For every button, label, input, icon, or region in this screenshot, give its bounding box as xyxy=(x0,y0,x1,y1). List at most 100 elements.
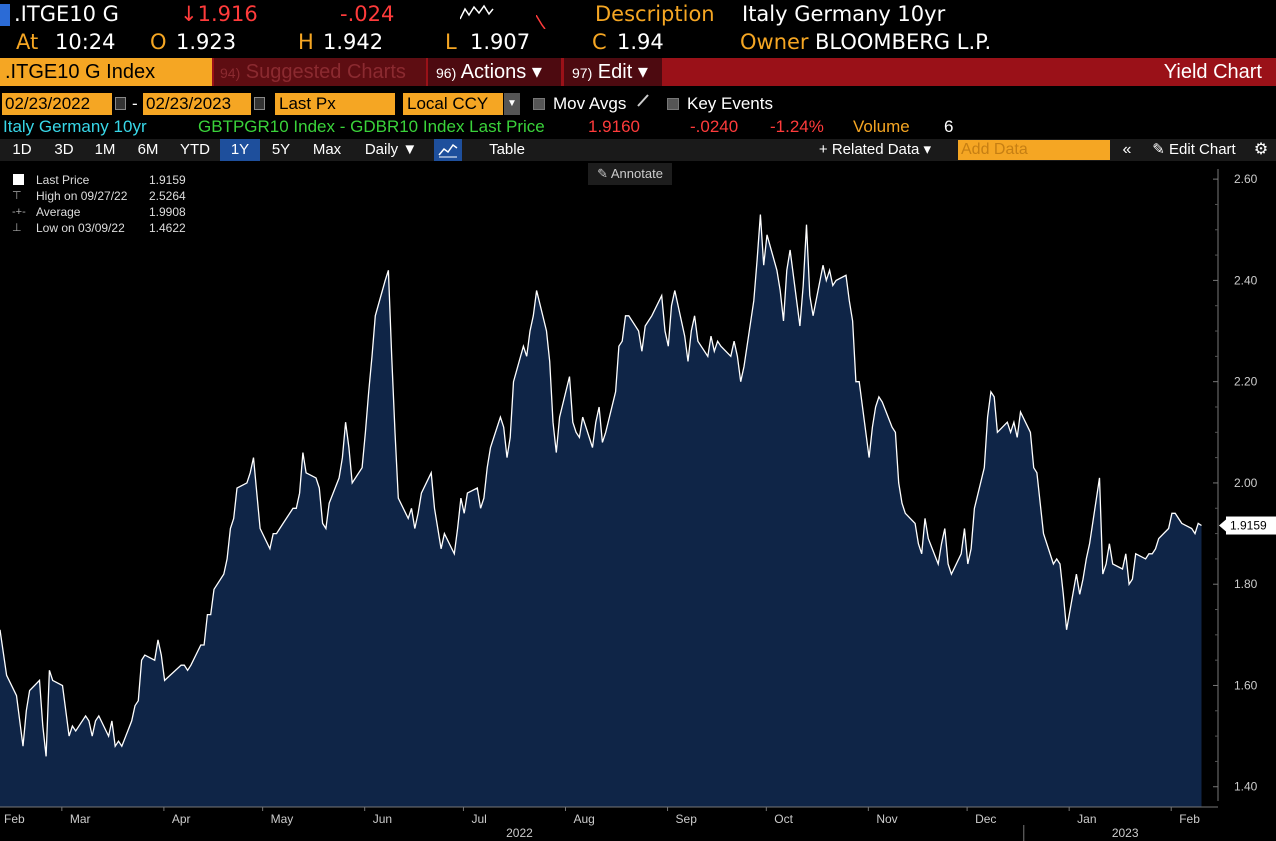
currency-dropdown[interactable]: Local CCY xyxy=(403,93,503,115)
key-events-label: Key Events xyxy=(687,94,773,113)
yield-chart[interactable]: 1.40 1.60 1.80 2.00 2.20 2.40 2.60 Feb Mar Apr Ma… xyxy=(0,161,1276,841)
high-label: H xyxy=(298,30,314,54)
pencil-icon: ✎ xyxy=(1152,141,1165,158)
tab-max[interactable]: Max xyxy=(312,141,342,158)
stat-value: 1.4622 xyxy=(149,221,186,235)
key-events-checkbox[interactable] xyxy=(667,98,679,110)
x-tick-label: Jul xyxy=(471,812,486,826)
stat-value: 1.9159 xyxy=(149,173,186,187)
open-value: 1.923 xyxy=(176,30,237,54)
close-value: 1.94 xyxy=(617,30,664,54)
x-tick-label: Jan xyxy=(1077,812,1096,826)
chevron-down-icon[interactable]: ▼ xyxy=(504,93,520,115)
actions-number: 96) xyxy=(436,65,457,81)
related-data-menu[interactable]: + Related Data ▾ xyxy=(818,141,932,158)
function-toolbar: .ITGE10 G Index 94) Suggested Charts 96)… xyxy=(0,58,1276,86)
x-tick-label: Mar xyxy=(70,812,91,826)
tab-1d[interactable]: 1D xyxy=(12,141,32,158)
x-tick-label: Dec xyxy=(975,812,996,826)
series-name[interactable]: Italy Germany 10yr xyxy=(3,117,147,136)
series-pct-change: -1.24% xyxy=(770,117,824,136)
series-change: -.0240 xyxy=(690,117,739,136)
low-marker-icon: ⊥ xyxy=(12,222,22,234)
tab-6m[interactable]: 6M xyxy=(137,141,159,158)
x-tick-label: May xyxy=(271,812,294,826)
calendar-icon[interactable] xyxy=(254,97,265,110)
security-marker xyxy=(0,4,10,26)
low-value: 1.907 xyxy=(470,30,531,54)
suggested-charts-number: 94) xyxy=(220,65,241,81)
close-label: C xyxy=(592,30,607,54)
suggested-charts-label: Suggested Charts xyxy=(245,61,406,83)
y-tick-label: 2.60 xyxy=(1234,172,1258,186)
high-value: 1.942 xyxy=(323,30,384,54)
period-tab-bar: 1D 3D 1M 6M YTD 1Y 5Y Max Daily ▼ Table … xyxy=(0,139,1276,161)
add-data-input[interactable]: Add Data xyxy=(958,140,1110,160)
y-tick-label: 1.80 xyxy=(1234,577,1258,591)
series-line xyxy=(0,214,1202,757)
tab-1y[interactable]: 1Y xyxy=(220,139,260,161)
y-axis: 1.40 1.60 1.80 2.00 2.20 2.40 2.60 xyxy=(1213,172,1258,794)
tab-5y[interactable]: 5Y xyxy=(271,141,291,158)
net-change: -.024 xyxy=(340,2,395,26)
trend-arrow-icon xyxy=(535,10,546,34)
edit-chart-button[interactable]: ✎ Edit Chart xyxy=(1144,139,1244,161)
pencil-icon[interactable] xyxy=(636,92,650,114)
security-index-box[interactable]: .ITGE10 G Index xyxy=(0,58,212,86)
x-tick-label: Apr xyxy=(172,812,191,826)
collapse-icon[interactable]: « xyxy=(1122,141,1132,158)
edit-number: 97) xyxy=(572,65,593,81)
volume-value: 6 xyxy=(944,117,954,136)
x-axis: Feb Mar Apr May Jun Jul Aug Sep Oct Nov Dec Jan Feb 2… xyxy=(4,807,1200,841)
function-title: Yield Chart xyxy=(1163,61,1262,83)
description-label: Description xyxy=(595,2,715,26)
y-tick-label: 2.00 xyxy=(1234,476,1258,490)
last-value-text: 1.9159 xyxy=(1230,519,1267,533)
quote-header-row-2: At 10:24 O 1.923 H 1.942 L 1.907 C 1.94 … xyxy=(0,28,1276,56)
mov-avgs-checkbox[interactable] xyxy=(533,98,545,110)
actions-label: Actions ▾ xyxy=(460,61,542,83)
table-view-button[interactable]: Table xyxy=(489,141,525,158)
y-tick-label: 1.40 xyxy=(1234,780,1258,794)
tab-ytd[interactable]: YTD xyxy=(180,141,210,158)
stat-value: 2.5264 xyxy=(149,189,186,203)
x-tick-label: Sep xyxy=(676,812,698,826)
end-date-input[interactable]: 02/23/2023 xyxy=(143,93,251,115)
owner-value: BLOOMBERG L.P. xyxy=(815,30,992,54)
chart-view-icon[interactable] xyxy=(434,139,462,161)
x-tick-label: Jun xyxy=(373,812,392,826)
at-label: At xyxy=(16,30,39,54)
y-tick-label: 1.60 xyxy=(1234,678,1258,692)
year-label: 2022 xyxy=(506,826,533,840)
gear-icon[interactable]: ⚙ xyxy=(1253,141,1269,158)
quote-time: 10:24 xyxy=(55,30,116,54)
field-dropdown[interactable]: Last Px xyxy=(275,93,395,115)
stat-label: Last Price xyxy=(36,173,90,187)
ticker[interactable]: .ITGE10 G xyxy=(14,2,119,26)
date-range-separator: - xyxy=(132,94,138,113)
year-label: 2023 xyxy=(1112,826,1139,840)
annotate-button[interactable]: ✎ Annotate xyxy=(588,163,672,185)
tab-3d[interactable]: 3D xyxy=(54,141,74,158)
calendar-icon[interactable] xyxy=(115,97,126,110)
suggested-charts-menu[interactable]: 94) Suggested Charts xyxy=(214,58,426,86)
owner-label: Owner xyxy=(740,30,809,54)
actions-menu[interactable]: 96) Actions ▾ xyxy=(428,58,561,86)
description-value: Italy Germany 10yr xyxy=(742,2,946,26)
stat-label: Low on 03/09/22 xyxy=(36,221,125,235)
start-date-input[interactable]: 02/23/2022 xyxy=(2,93,112,115)
last-price-swatch xyxy=(13,174,24,185)
y-tick-label: 2.40 xyxy=(1234,273,1258,287)
stat-value: 1.9908 xyxy=(149,205,186,219)
tab-1m[interactable]: 1M xyxy=(94,141,116,158)
last-price: ↓1.916 xyxy=(180,2,258,26)
volume-label: Volume xyxy=(853,117,910,136)
edit-menu[interactable]: 97) Edit ▾ xyxy=(564,58,662,86)
frequency-dropdown[interactable]: Daily ▼ xyxy=(364,141,418,158)
last-value-pointer xyxy=(1219,519,1226,532)
series-formula: GBTPGR10 Index - GDBR10 Index Last Price xyxy=(198,117,545,136)
annotate-label: Annotate xyxy=(610,166,663,181)
y-tick-label: 2.20 xyxy=(1234,375,1258,389)
stat-label: High on 09/27/22 xyxy=(36,189,128,203)
open-label: O xyxy=(150,30,167,54)
